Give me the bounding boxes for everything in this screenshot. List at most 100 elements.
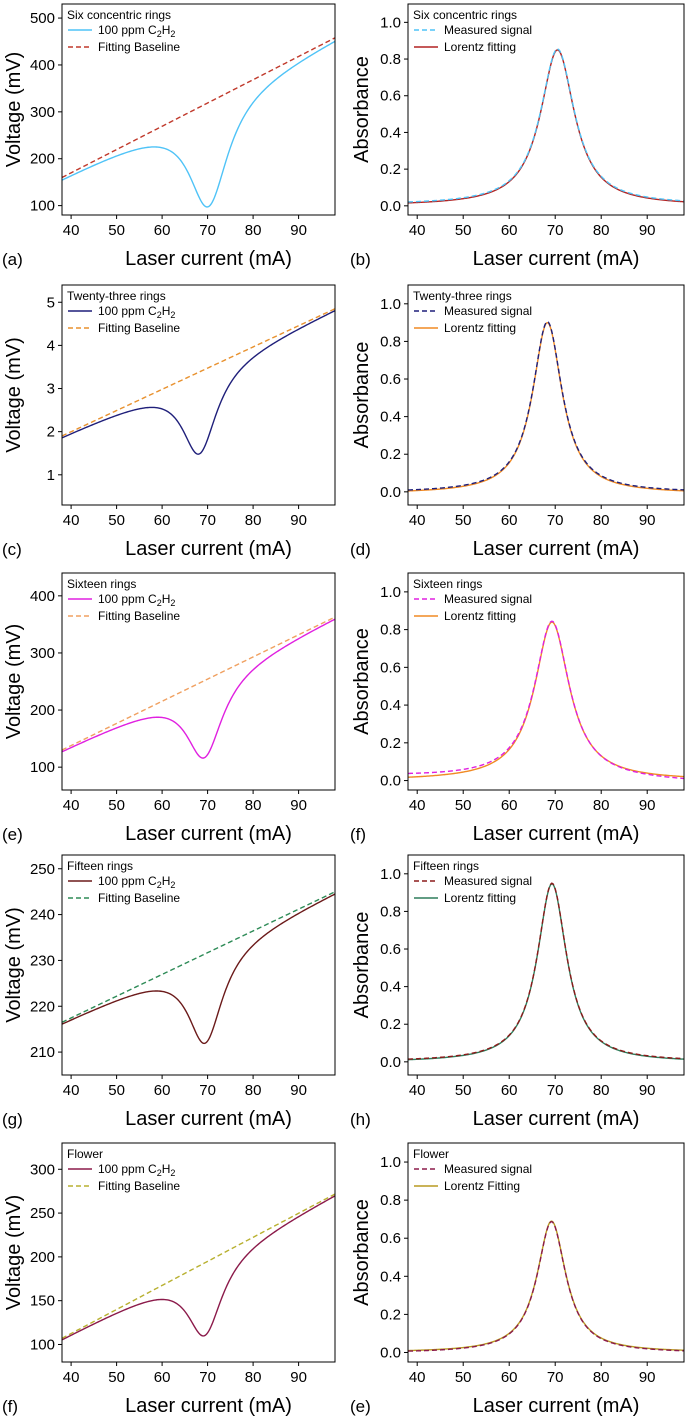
x-tick-label: 70	[547, 222, 564, 239]
plot-frame	[61, 284, 336, 506]
y-tick-label: 0.8	[380, 622, 401, 639]
x-axis-label: Laser current (mA)	[125, 823, 292, 845]
y-tick-label: 150	[30, 1293, 55, 1310]
y-tick-label: 0.0	[380, 484, 401, 501]
y-tick-label: 0.8	[380, 51, 401, 68]
x-tick-label: 60	[154, 1082, 171, 1099]
x-axis-label: Laser current (mA)	[125, 248, 292, 270]
x-tick-label: 40	[409, 797, 426, 814]
plot-frame	[407, 854, 685, 1076]
plot-frame	[407, 1142, 685, 1363]
legend-entry-part: 100 ppm C	[98, 304, 157, 318]
legend-entry: Measured signal	[444, 304, 532, 318]
y-tick-label: 300	[30, 1161, 55, 1178]
legend-title: Flower	[413, 1147, 449, 1161]
y-axis-label: Absorbance	[351, 56, 373, 163]
series-line-1	[62, 891, 335, 1023]
x-tick-label: 90	[639, 222, 656, 239]
y-tick-label: 0.6	[380, 941, 401, 958]
legend-entry: Measured signal	[444, 874, 532, 888]
legend-entry: 100 ppm C2H2	[98, 23, 175, 39]
y-tick-label: 1.0	[380, 866, 401, 883]
x-tick-label: 70	[199, 797, 216, 814]
y-tick-label: 1	[47, 467, 55, 484]
x-tick-label: 70	[199, 1082, 216, 1099]
x-tick-label: 80	[593, 797, 610, 814]
y-tick-label: 300	[30, 104, 55, 121]
x-tick-label: 50	[455, 512, 472, 529]
x-tick-label: 70	[547, 512, 564, 529]
y-axis-label: Absorbance	[351, 1199, 373, 1306]
y-tick-label: 200	[30, 151, 55, 168]
legend-entry: Fitting Baseline	[98, 609, 180, 623]
plot-area	[408, 48, 684, 204]
plot-area	[62, 308, 335, 455]
y-axis-label: Absorbance	[351, 342, 373, 449]
legend-entry: 100 ppm C2H2	[98, 1162, 175, 1178]
x-tick-label: 50	[455, 797, 472, 814]
x-tick-label: 90	[639, 797, 656, 814]
x-tick-label: 50	[108, 512, 125, 529]
series-line-0	[62, 40, 335, 208]
x-tick-label: 90	[639, 512, 656, 529]
x-tick-label: 50	[108, 222, 125, 239]
x-tick-label: 50	[455, 1369, 472, 1386]
panel-label: (e)	[2, 825, 23, 844]
x-tick-label: 90	[290, 512, 307, 529]
x-axis-label: Laser current (mA)	[473, 248, 640, 270]
series-line-0	[408, 620, 684, 780]
legend-entry-part: 2	[170, 598, 175, 608]
series-line-1	[62, 616, 335, 751]
series-line-1	[408, 882, 684, 1061]
plot-frame	[407, 572, 685, 791]
legend-entry-part: 2	[170, 880, 175, 890]
y-tick-label: 0.2	[380, 446, 401, 463]
y-tick-label: 100	[30, 1336, 55, 1353]
panel-label: (d)	[350, 540, 371, 559]
legend-title: Twenty-three rings	[413, 289, 512, 303]
plot-frame	[407, 284, 685, 506]
series-line-1	[62, 1193, 335, 1339]
y-tick-label: 2	[47, 424, 55, 441]
x-tick-label: 50	[108, 797, 125, 814]
y-tick-label: 230	[30, 952, 55, 969]
legend-entry: Measured signal	[444, 592, 532, 606]
panel-3: 40 50 60 70 80 90 0.0 0.2 0.4 0.6 0.8 1.0 Laser curr…	[350, 284, 685, 560]
x-tick-label: 40	[409, 512, 426, 529]
x-tick-label: 80	[245, 512, 262, 529]
y-axis-label: Voltage (mV)	[3, 907, 25, 1023]
legend-entry: Lorentz fitting	[444, 40, 516, 54]
x-tick-label: 50	[108, 1082, 125, 1099]
y-axis-label: Voltage (mV)	[3, 337, 25, 453]
x-tick-label: 90	[290, 1082, 307, 1099]
y-tick-label: 250	[30, 1205, 55, 1222]
panel-label: (b)	[350, 250, 371, 269]
panel-5: 40 50 60 70 80 90 0.0 0.2 0.4 0.6 0.8 1.0 Laser curr…	[350, 572, 685, 845]
y-tick-label: 220	[30, 998, 55, 1015]
x-tick-label: 90	[290, 222, 307, 239]
panel-label: (f)	[2, 1397, 18, 1416]
x-tick-label: 60	[154, 1369, 171, 1386]
x-tick-label: 60	[154, 797, 171, 814]
legend-entry-part: 2	[157, 880, 162, 890]
panel-2: 40 50 60 70 80 90 1 2 3 4 5 Laser current (mA) Volta…	[2, 284, 336, 560]
x-tick-label: 80	[245, 797, 262, 814]
series-line-0	[62, 893, 335, 1045]
y-tick-label: 100	[30, 759, 55, 776]
x-tick-label: 70	[199, 512, 216, 529]
x-axis-label: Laser current (mA)	[473, 538, 640, 560]
y-tick-label: 0.4	[380, 697, 401, 714]
legend-entry: Fitting Baseline	[98, 1179, 180, 1193]
y-tick-label: 3	[47, 381, 55, 398]
x-axis-label: Laser current (mA)	[473, 823, 640, 845]
plot-area	[408, 1220, 684, 1352]
panel-label: (a)	[2, 250, 23, 269]
y-tick-label: 1.0	[380, 584, 401, 601]
y-axis-label: Absorbance	[351, 628, 373, 735]
panel-6: 40 50 60 70 80 90 210 220 230 240 250 Laser current…	[2, 854, 336, 1130]
legend-entry-part: 100 ppm C	[98, 1162, 157, 1176]
y-tick-label: 100	[30, 198, 55, 215]
series-line-1	[408, 49, 684, 204]
x-tick-label: 60	[154, 222, 171, 239]
legend-entry-part: 2	[170, 29, 175, 39]
